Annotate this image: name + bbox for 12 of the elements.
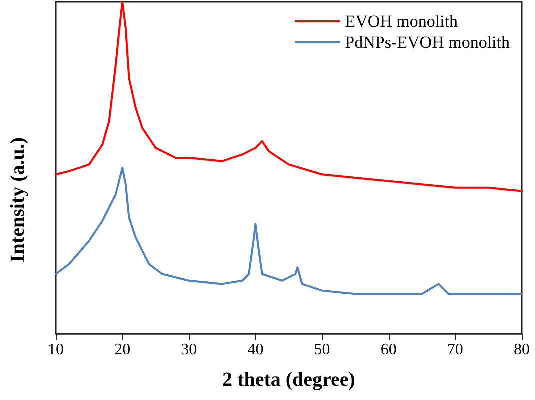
legend-label: EVOH monolith xyxy=(345,12,459,31)
y-axis-title: Intensity (a.u.) xyxy=(7,137,29,263)
x-tick-label: 60 xyxy=(380,342,397,358)
x-tick-label: 80 xyxy=(514,342,530,358)
x-tick-label: 30 xyxy=(181,342,198,358)
x-tick-label: 70 xyxy=(447,342,464,358)
x-tick-label: 40 xyxy=(248,342,264,358)
x-tick-label: 20 xyxy=(114,342,131,358)
x-tick-label: 50 xyxy=(314,342,330,358)
legend-label: PdNPs-EVOH monolith xyxy=(345,33,510,52)
x-tick-label: 10 xyxy=(48,342,64,358)
x-axis-title: 2 theta (degree) xyxy=(222,369,356,391)
